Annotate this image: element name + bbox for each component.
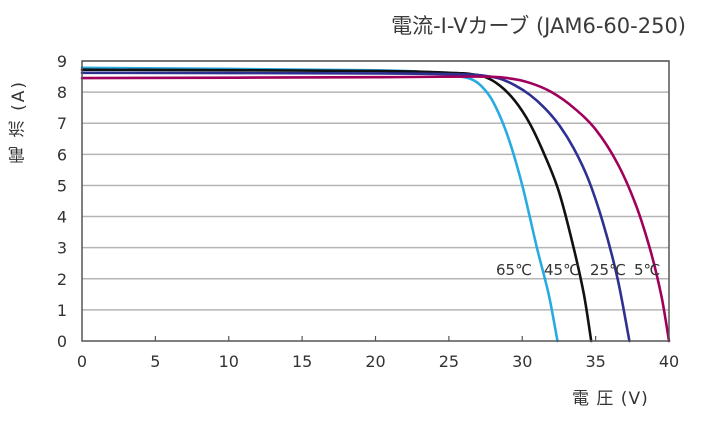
- x-tick-label-0: 0: [77, 352, 87, 371]
- series-line-3: [80, 75, 671, 343]
- y-tick-label-4: 4: [57, 208, 67, 227]
- y-tick-label-3: 3: [57, 239, 67, 258]
- series-line-0: [80, 66, 559, 343]
- chart-title: 電流-I-Vカーブ (JAM6-60-250): [391, 14, 686, 38]
- x-tick-label-40: 40: [659, 352, 679, 371]
- x-tick-label-15: 15: [292, 352, 312, 371]
- x-tick-label-20: 20: [365, 352, 385, 371]
- x-tick-label-10: 10: [219, 352, 239, 371]
- tick-labels: 0 1 2 3 4 5 6 7 8 9 0 5 10 15 20 25 30 35 40: [57, 52, 679, 371]
- gridlines: [82, 60, 669, 341]
- y-tick-label-5: 5: [57, 176, 67, 195]
- y-tick-label-8: 8: [57, 83, 67, 102]
- x-tick-label-30: 30: [512, 352, 532, 371]
- series-line-1: [80, 68, 593, 343]
- y-tick-label-2: 2: [57, 270, 67, 289]
- y-tick-label-7: 7: [57, 114, 67, 133]
- series-labels: 65℃ 45℃ 25℃ 5℃: [496, 261, 660, 279]
- x-tick-label-35: 35: [585, 352, 605, 371]
- y-tick-label-0: 0: [57, 332, 67, 351]
- y-tick-label-9: 9: [57, 52, 67, 71]
- x-axis-label: 電 圧 (V): [572, 389, 649, 409]
- series-line-2: [80, 71, 631, 343]
- x-tick-label-25: 25: [439, 352, 459, 371]
- y-tick-label-1: 1: [57, 301, 67, 320]
- series-label-1: 45℃: [544, 261, 580, 279]
- series-label-3: 5℃: [634, 261, 660, 279]
- plot-frame: [81, 60, 670, 342]
- series-label-2: 25℃: [590, 261, 626, 279]
- series-lines: [80, 66, 671, 343]
- x-tick-label-5: 5: [150, 352, 160, 371]
- series-label-0: 65℃: [496, 261, 532, 279]
- y-tick-label-6: 6: [57, 145, 67, 164]
